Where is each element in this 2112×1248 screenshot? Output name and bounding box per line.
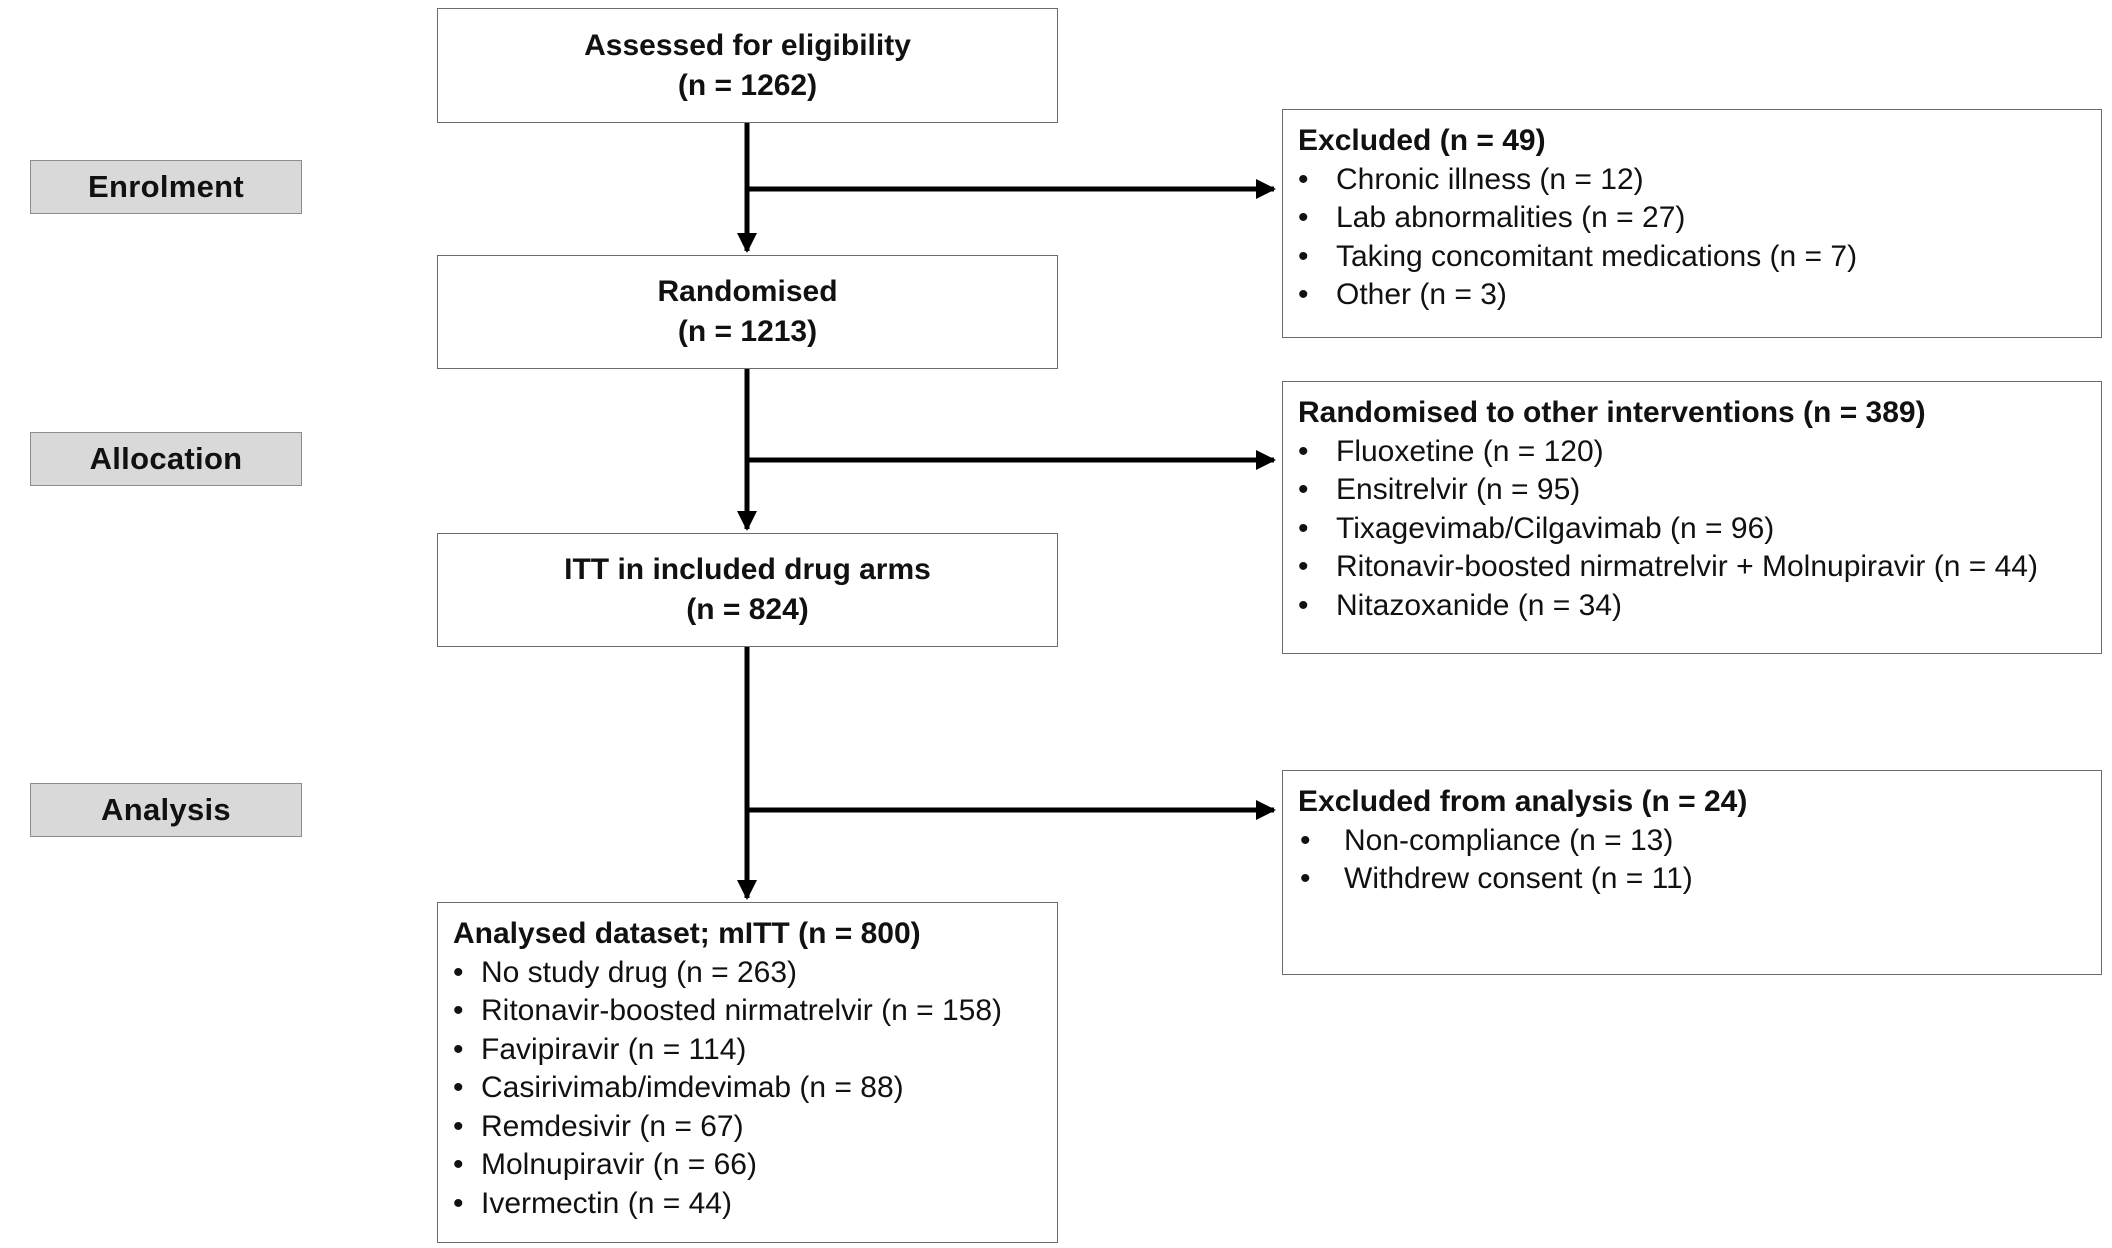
- list-item: • Fluoxetine (n = 120): [1298, 433, 2101, 472]
- list-item: • Non-compliance (n = 13): [1298, 822, 2101, 861]
- excluded-heading: Excluded (n = 49): [1298, 124, 1546, 157]
- assessed-title: Assessed for eligibility: [584, 28, 911, 62]
- analysed-list: • No study drug (n = 263) • Ritonavir-boos…: [453, 954, 1057, 1224]
- randomised-title: Randomised: [657, 275, 838, 308]
- bullet-icon: •: [1298, 239, 1309, 273]
- bullet-icon: •: [453, 955, 464, 989]
- itt-title: ITT in included drug arms: [564, 553, 931, 586]
- analysed-box: Analysed dataset; mITT (n = 800) • No stu…: [437, 902, 1058, 1243]
- itt-count: (n = 824): [686, 593, 809, 626]
- excluded-box: Excluded (n = 49) • Chronic illness (n = …: [1282, 109, 2102, 338]
- stage-label-analysis: Analysis: [30, 783, 302, 837]
- excluded-analysis-list: • Non-compliance (n = 13) • Withdrew conse…: [1298, 822, 2101, 899]
- list-item: • Nitazoxanide (n = 34): [1298, 587, 2101, 626]
- bullet-icon: •: [1298, 511, 1309, 545]
- bullet-icon: •: [453, 994, 464, 1027]
- analysed-heading: Analysed dataset; mITT (n = 800): [453, 917, 921, 950]
- bullet-icon: •: [453, 1032, 464, 1066]
- assessed-count: (n = 1262): [677, 68, 818, 102]
- list-item: • Remdesivir (n = 67): [453, 1108, 1057, 1147]
- excluded-list: • Chronic illness (n = 12) • Lab abnormali…: [1298, 161, 2101, 315]
- randomised-box: Randomised (n = 1213): [437, 255, 1058, 369]
- other-interventions-box: Randomised to other interventions (n = 3…: [1282, 381, 2102, 654]
- other-interventions-list: • Fluoxetine (n = 120) • Ensitrelvir (n = …: [1298, 433, 2101, 626]
- assessed-box: Assessed for eligibility (n = 1262): [437, 8, 1058, 123]
- bullet-icon: •: [1298, 162, 1309, 196]
- list-item: • Casirivimab/imdevimab (n = 88): [453, 1069, 1057, 1108]
- stage-label-allocation: Allocation: [30, 432, 302, 486]
- list-item: • Favipiravir (n = 114): [453, 1031, 1057, 1070]
- bullet-icon: •: [453, 1186, 464, 1220]
- excluded-analysis-heading: Excluded from analysis (n = 24): [1298, 785, 1748, 818]
- itt-box: ITT in included drug arms (n = 824): [437, 533, 1058, 647]
- list-item: • Withdrew consent (n = 11): [1298, 860, 2101, 899]
- stage-label-enrolment-text: Enrolment: [88, 169, 244, 204]
- bullet-icon: •: [1298, 473, 1309, 506]
- stage-label-enrolment: Enrolment: [30, 160, 302, 214]
- bullet-icon: •: [453, 1148, 464, 1181]
- bullet-icon: •: [1298, 201, 1309, 234]
- list-item: • No study drug (n = 263): [453, 954, 1057, 993]
- list-item: • Chronic illness (n = 12): [1298, 161, 2101, 200]
- bullet-icon: •: [1298, 434, 1309, 468]
- list-item: • Ritonavir-boosted nirmatrelvir + Molnup…: [1298, 548, 2101, 587]
- bullet-icon: •: [1300, 823, 1311, 857]
- bullet-icon: •: [1298, 550, 1309, 583]
- list-item: • Other (n = 3): [1298, 276, 2101, 315]
- list-item: • Ritonavir-boosted nirmatrelvir (n = 158…: [453, 992, 1057, 1031]
- stage-label-allocation-text: Allocation: [89, 441, 243, 476]
- bullet-icon: •: [453, 1109, 464, 1143]
- stage-label-analysis-text: Analysis: [101, 792, 231, 827]
- excluded-analysis-box: Excluded from analysis (n = 24) • Non-com…: [1282, 770, 2102, 975]
- list-item: • Taking concomitant medications (n = 7): [1298, 238, 2101, 277]
- other-interventions-heading: Randomised to other interventions (n = 3…: [1298, 396, 1926, 429]
- bullet-icon: •: [1300, 862, 1311, 895]
- randomised-count: (n = 1213): [677, 315, 818, 348]
- list-item: • Ensitrelvir (n = 95): [1298, 471, 2101, 510]
- bullet-icon: •: [453, 1071, 464, 1104]
- list-item: • Ivermectin (n = 44): [453, 1185, 1057, 1224]
- list-item: • Molnupiravir (n = 66): [453, 1146, 1057, 1185]
- list-item: • Lab abnormalities (n = 27): [1298, 199, 2101, 238]
- bullet-icon: •: [1298, 588, 1309, 622]
- list-item: • Tixagevimab/Cilgavimab (n = 96): [1298, 510, 2101, 549]
- bullet-icon: •: [1298, 278, 1309, 311]
